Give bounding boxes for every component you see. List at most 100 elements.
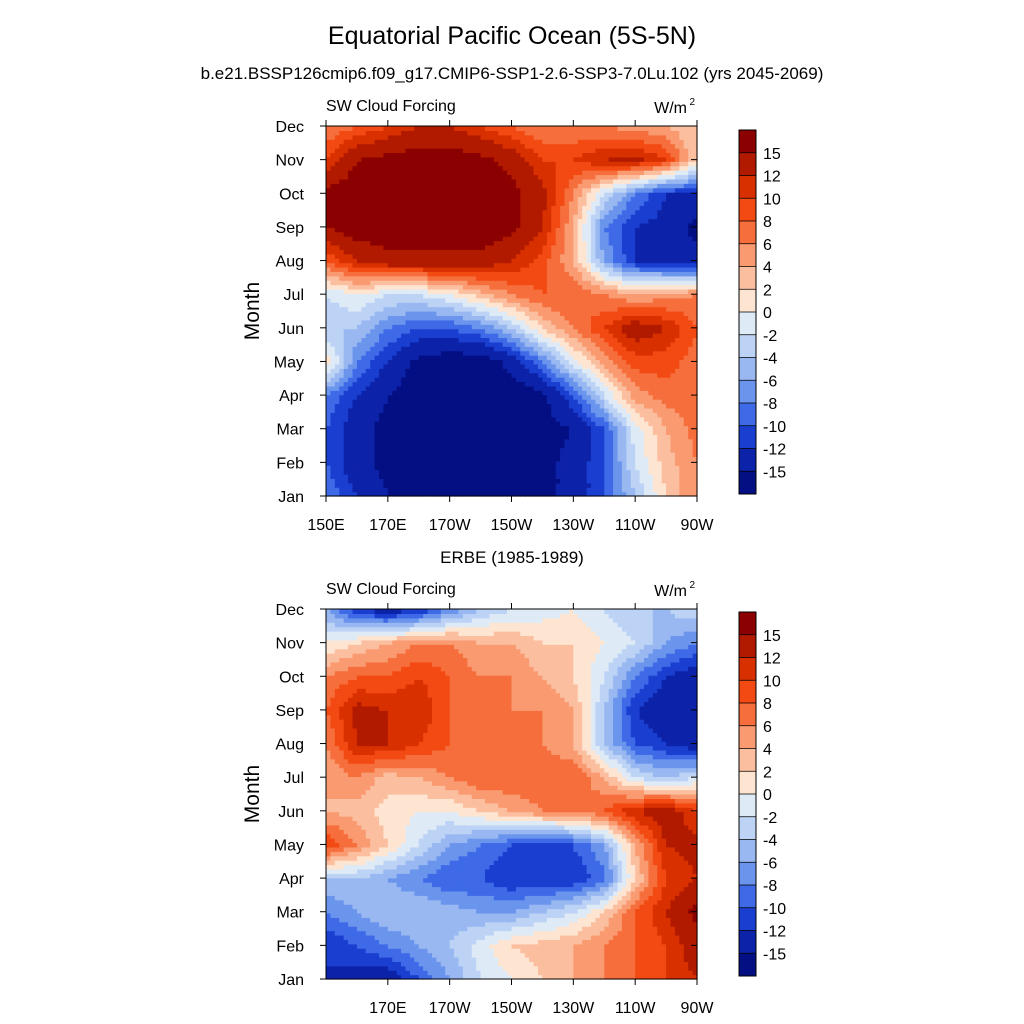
field-cell [538,258,544,264]
field-cell [370,288,376,294]
field-cell [511,377,517,383]
field-cell [546,319,552,325]
field-cell [688,253,694,259]
field-cell [383,385,389,391]
field-cell [648,337,654,343]
field-cell [520,333,526,339]
field-cell [674,359,680,365]
field-cell [626,403,632,409]
field-cell [502,236,508,242]
field-cell [471,372,477,378]
field-cell [414,390,420,396]
field-cell [555,249,561,255]
field-cell [692,271,698,277]
field-cell [440,359,446,365]
field-cell [564,341,570,347]
field-cell [608,425,614,431]
field-cell [445,266,451,272]
field-cell [511,333,517,339]
field-cell [586,253,592,259]
field-cell [538,240,544,246]
field-cell [339,306,345,312]
field-cell [458,377,464,383]
field-cell [418,315,424,321]
field-cell [630,333,636,339]
field-cell [630,280,636,286]
field-cell [560,333,566,339]
field-cell [432,258,438,264]
field-cell [679,284,685,290]
field-cell [524,407,530,413]
field-cell [591,385,597,391]
field-cell [652,363,658,369]
field-cell [462,368,468,374]
field-cell [374,429,380,435]
field-cell [635,456,641,462]
field-cell [458,271,464,277]
field-cell [485,293,491,299]
field-cell [560,262,566,268]
field-cell [374,271,380,277]
field-cell [427,465,433,471]
field-cell [524,425,530,431]
field-cell [427,368,433,374]
field-cell [617,284,623,290]
field-cell [476,258,482,264]
field-cell [546,311,552,316]
field-cell [692,390,698,396]
field-cell [498,280,504,286]
field-cell [564,390,570,396]
field-cell [374,302,380,308]
field-cell [379,491,385,497]
field-cell [326,359,332,365]
field-cell [423,266,429,272]
field-cell [507,425,513,431]
field-cell [617,469,623,475]
field-cell [396,253,402,259]
field-cell [436,240,442,246]
field-cell [458,491,464,497]
field-cell [515,324,521,330]
field-cell [577,293,583,299]
field-cell [533,271,539,277]
field-cell [423,487,429,493]
field-cell [657,359,663,365]
field-cell [480,447,486,453]
field-cell [577,429,583,435]
field-cell [348,280,354,286]
field-cell [692,487,698,493]
field-cell [326,315,332,321]
field-cell [467,491,473,497]
field-cell [454,368,460,374]
field-cell [524,390,530,396]
field-cell [485,266,491,272]
field-cell [449,482,455,488]
field-cell [573,266,579,272]
field-cell [396,460,402,466]
field-cell [670,346,676,352]
field-cell [533,319,539,325]
field-cell [330,385,336,391]
field-cell [670,240,676,246]
field-cell [352,381,358,387]
field-cell [595,407,601,413]
field-cell [529,359,535,365]
field-cell [432,412,438,418]
field-cell [573,346,579,352]
field-cell [524,429,530,435]
field-cell [591,487,597,493]
field-cell [666,280,672,286]
field-cell [467,372,473,378]
field-cell [361,478,367,484]
field-cell [440,306,446,312]
field-cell [551,302,557,308]
field-cell [476,280,482,286]
field-cell [533,434,539,440]
field-cell [586,284,592,290]
field-cell [507,311,513,316]
field-cell [374,456,380,462]
field-cell [471,460,477,466]
field-cell [493,416,499,422]
field-cell [621,266,627,272]
field-cell [595,390,601,396]
